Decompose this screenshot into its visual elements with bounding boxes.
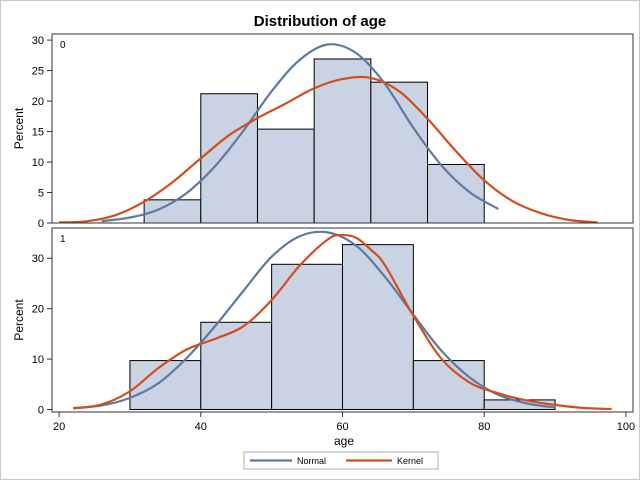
histogram-bar	[427, 163, 485, 224]
histogram-bar	[271, 263, 343, 410]
y-tick-label: 0	[38, 218, 44, 230]
histogram-bar	[200, 93, 258, 224]
y-axis-label: Percent	[12, 299, 26, 341]
histogram-bar	[370, 81, 429, 224]
legend-kernel-label: Kernel	[397, 456, 423, 466]
y-tick-label: 30	[32, 253, 44, 265]
y-tick-label: 30	[32, 35, 44, 47]
y-tick-label: 10	[32, 157, 44, 169]
y-tick-label: 15	[32, 127, 44, 139]
histogram-bar	[342, 244, 414, 410]
normal-curve	[101, 43, 499, 223]
panel-label: 1	[60, 234, 66, 245]
x-tick-label: 80	[478, 421, 490, 433]
y-tick-label: 20	[32, 96, 44, 108]
y-tick-label: 5	[38, 188, 44, 200]
x-tick-label: 20	[53, 421, 65, 433]
histogram-bar	[200, 321, 273, 410]
histogram-bar	[256, 128, 315, 224]
x-tick-label: 100	[617, 421, 635, 433]
y-axis-label: Percent	[12, 107, 26, 149]
panel-label: 0	[60, 40, 66, 51]
legend-box	[243, 451, 439, 470]
chart-title: Distribution of age	[254, 13, 387, 30]
x-tick-label: 60	[336, 421, 348, 433]
y-tick-label: 0	[38, 404, 44, 416]
y-tick-label: 25	[32, 66, 44, 78]
legend: Normal Kernel	[243, 451, 439, 470]
histogram-bar	[129, 360, 202, 410]
kernel-curve	[73, 233, 612, 411]
x-axis: 20 40 60 80 100	[53, 412, 635, 433]
x-tick-label: 40	[195, 421, 207, 433]
panel-frame	[51, 33, 634, 224]
kernel-curve	[59, 75, 598, 224]
normal-curve	[73, 230, 556, 410]
y-tick-label: 10	[32, 354, 44, 366]
legend-normal-label: Normal	[297, 456, 326, 466]
x-axis-label: age	[334, 434, 354, 448]
y-tick-label: 20	[32, 304, 44, 316]
histogram-bar	[313, 58, 372, 224]
panel-0: 0 0 5 10 15 20 25 30 Percent	[12, 33, 634, 230]
